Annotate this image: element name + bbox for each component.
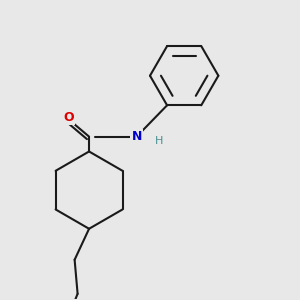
Text: O: O — [63, 111, 74, 124]
Text: H: H — [155, 136, 163, 146]
Text: N: N — [131, 130, 142, 143]
